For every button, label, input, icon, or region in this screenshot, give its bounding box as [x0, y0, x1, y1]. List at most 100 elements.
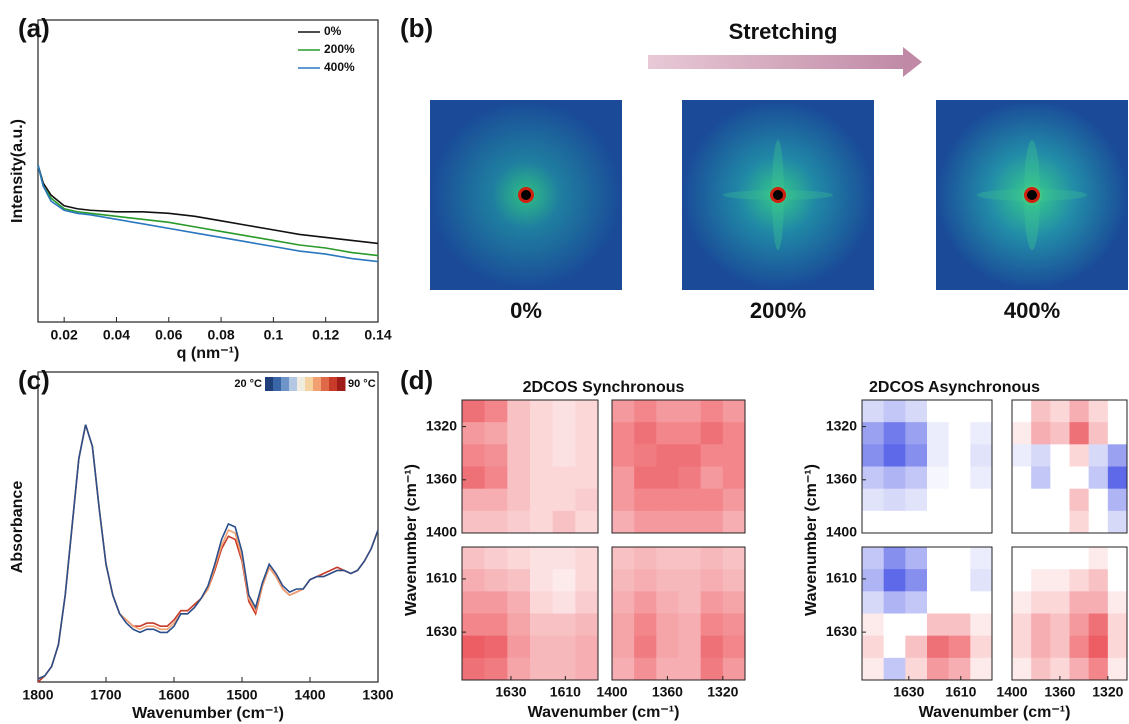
heatmap-cell	[1012, 613, 1032, 637]
heatmap-cell	[970, 488, 993, 512]
heatmap-cell	[575, 510, 599, 534]
heatmap-cell	[722, 466, 746, 490]
heatmap-cell	[1069, 547, 1090, 570]
block-frame	[1011, 399, 1128, 534]
heatmap-cell	[862, 510, 885, 534]
heatmap-cell	[530, 466, 554, 490]
x-tick-label: 1800	[22, 687, 53, 703]
y-axis-label: Intensity(a.u.)	[9, 119, 26, 223]
heatmap-cell	[905, 657, 928, 681]
heatmap-cell	[927, 657, 950, 681]
plot-frame	[37, 19, 379, 323]
heatmap-cell	[462, 657, 486, 681]
heatmap-cell	[700, 422, 724, 445]
heatmap-cell	[575, 422, 599, 445]
heatmap-cell	[507, 591, 531, 614]
block-frame	[861, 399, 993, 534]
heatmap-cell	[530, 613, 554, 637]
heatmap-cell	[612, 444, 635, 467]
heatmap-cell	[656, 657, 679, 681]
heatmap-cell	[462, 444, 486, 467]
heatmap-cell	[484, 569, 508, 592]
heatmap-cell	[634, 635, 657, 659]
heatmap-cell	[1031, 444, 1051, 467]
heatmap-cell	[1031, 591, 1051, 614]
heatmap-cell	[530, 657, 554, 681]
heatmap-cell	[1088, 591, 1109, 614]
beamstop	[521, 190, 531, 200]
heatmap-cell	[484, 613, 508, 637]
heatmap-cell	[484, 657, 508, 681]
x-axis-label: Wavenumber (cm⁻¹)	[132, 705, 284, 722]
pattern-caption: 200%	[750, 298, 806, 323]
heatmap-cell	[722, 569, 746, 592]
heatmap-cell	[656, 635, 679, 659]
heatmap-cell	[700, 613, 724, 637]
heatmap-cell	[1107, 444, 1128, 467]
heatmap-cell	[1107, 466, 1128, 490]
heatmap-cell	[530, 547, 554, 570]
heatmap-cell	[462, 613, 486, 637]
x-tick-label: 1630	[495, 684, 526, 700]
heatmap-cell	[552, 569, 576, 592]
colorbar-cell	[337, 377, 346, 391]
heatmap-cell	[722, 635, 746, 659]
heatmap-cell	[530, 400, 554, 423]
heatmap-cell	[656, 444, 679, 467]
colorbar-cell	[313, 377, 322, 391]
plot-frame	[37, 371, 379, 683]
heatmap-cell	[552, 444, 576, 467]
y-axis-label: Wavenumber (cm⁻¹)	[403, 464, 420, 616]
x-axis-label: q (nm⁻¹)	[177, 345, 240, 362]
colorbar-cell	[305, 377, 314, 391]
y-tick-label: 1320	[426, 417, 457, 433]
heatmap-cell	[507, 613, 531, 637]
heatmap-cell	[484, 510, 508, 534]
heatmap-cell	[612, 657, 635, 681]
y-tick-label: 1360	[826, 471, 857, 487]
heatmap-cell	[552, 635, 576, 659]
heatmap-cell	[484, 400, 508, 423]
heatmap-cell	[1031, 613, 1051, 637]
panel-label: (b)	[400, 13, 433, 43]
heatmap-cell	[970, 591, 993, 614]
heatmap-cell	[1069, 444, 1090, 467]
heatmap-cell	[883, 569, 906, 592]
heatmap-cell	[1069, 635, 1090, 659]
heatmap-cell	[1069, 422, 1090, 445]
heatmap-cell	[948, 466, 971, 490]
heatmap-cell	[575, 466, 599, 490]
y-tick-label: 1610	[826, 570, 857, 586]
heatmap-cell	[862, 488, 885, 512]
heatmap-cell	[530, 510, 554, 534]
heatmap-cell	[530, 488, 554, 512]
heatmap-cell	[462, 591, 486, 614]
series-line	[37, 424, 379, 683]
heatmap-cell	[883, 547, 906, 570]
heatmap-cell	[722, 444, 746, 467]
heatmap-cell	[700, 444, 724, 467]
heatmap-cell	[862, 657, 885, 681]
heatmap-cell	[462, 510, 486, 534]
heatmap-cell	[552, 657, 576, 681]
series-line	[37, 424, 379, 680]
heatmap-cell	[722, 400, 746, 423]
heatmap-cell	[575, 635, 599, 659]
heatmap-cell	[656, 422, 679, 445]
heatmap-cell	[552, 400, 576, 423]
heatmap-cell	[552, 547, 576, 570]
heatmap-cell	[1012, 635, 1032, 659]
heatmap-cell	[612, 569, 635, 592]
heatmap-cell	[656, 466, 679, 490]
heatmap-cell	[1107, 488, 1128, 512]
heatmap-cell	[883, 510, 906, 534]
heatmap-cell	[905, 591, 928, 614]
heatmap-cell	[1050, 635, 1070, 659]
series-line	[37, 164, 379, 245]
heatmap-cell	[1031, 510, 1051, 534]
heatmap-cell	[862, 422, 885, 445]
heatmap-cell	[862, 400, 885, 423]
legend-label: 400%	[324, 60, 355, 74]
x-tick-label: 0.1	[264, 327, 284, 343]
heatmap-cell	[678, 422, 702, 445]
